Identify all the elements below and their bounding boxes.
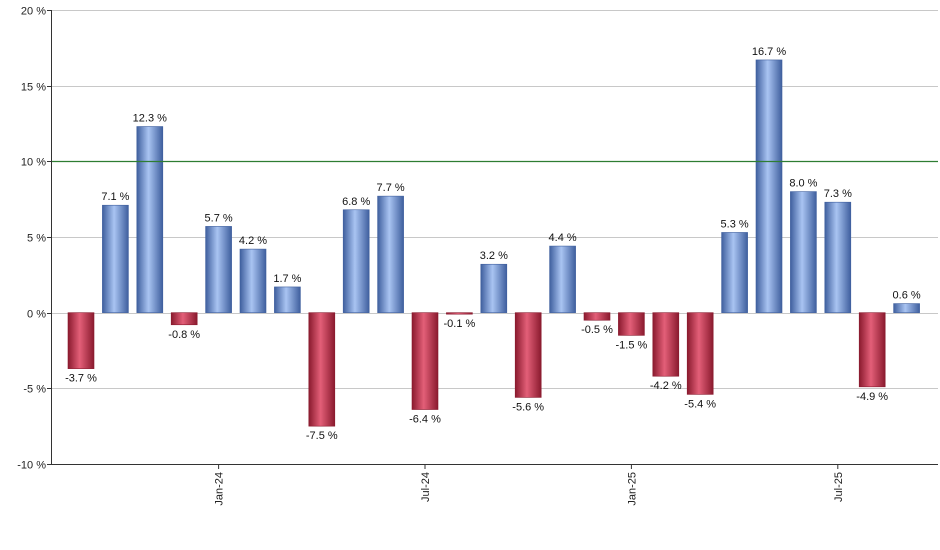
bar	[170, 312, 198, 326]
bar	[858, 312, 886, 388]
bar	[893, 303, 920, 313]
bar-data-label: -4.2 %	[650, 380, 682, 392]
y-tick-label: 0 %	[27, 309, 46, 321]
y-tick-label: -5 %	[23, 384, 46, 396]
bar-data-label: -0.1 %	[444, 318, 476, 330]
bar	[721, 232, 748, 313]
bar-data-label: -4.9 %	[856, 391, 888, 403]
bar-data-label: 4.2 %	[239, 235, 267, 247]
y-tick-label: 15 %	[21, 82, 46, 94]
bar	[514, 312, 542, 398]
bar-data-label: -7.5 %	[306, 430, 338, 442]
bar-data-labels: -3.7 % 7.1 % 12.3 % -0.8 % 5.7 % 4.2 % 1.7 % -7…	[65, 46, 921, 442]
y-axis-tick-labels: -10 % -5 % 0 % 5 % 10 % 15 % 20 %	[17, 6, 51, 472]
bar-data-label: 3.2 %	[480, 250, 508, 262]
bar-data-label: -5.6 %	[512, 401, 544, 413]
bar-data-label: 7.7 %	[377, 182, 405, 194]
bar	[67, 312, 95, 369]
bar-data-label: 12.3 %	[133, 113, 167, 125]
bar	[136, 126, 164, 313]
y-tick-label: 20 %	[21, 6, 46, 18]
bar-data-label: 6.8 %	[342, 196, 370, 208]
bar-data-label: 8.0 %	[789, 178, 817, 190]
x-tick-label: Jan-24	[214, 472, 226, 506]
axes	[51, 10, 938, 465]
x-tick-label: Jul-24	[420, 472, 432, 502]
bar-data-label: 7.3 %	[824, 188, 852, 200]
bar-data-label: 0.6 %	[893, 290, 921, 302]
x-axis-tick-labels: Jan-24 Jul-24 Jan-25 Jul-25	[214, 464, 845, 506]
bar	[411, 312, 439, 410]
bar	[102, 204, 129, 313]
bar-data-label: 5.3 %	[721, 218, 749, 230]
bar	[755, 59, 783, 313]
bar-data-label: -3.7 %	[65, 373, 97, 385]
bar	[583, 312, 611, 321]
bar	[790, 191, 817, 313]
bar-data-label: 5.7 %	[205, 212, 233, 224]
bar	[274, 286, 301, 313]
bar	[549, 245, 576, 313]
bar-data-label: -0.8 %	[168, 329, 200, 341]
x-tick-label: Jul-25	[833, 472, 845, 502]
bar-data-label: -6.4 %	[409, 414, 441, 426]
bar	[446, 312, 473, 315]
bar	[652, 312, 680, 377]
bar-data-label: 1.7 %	[273, 273, 301, 285]
bar	[205, 226, 232, 313]
bar	[618, 312, 645, 336]
bar	[824, 201, 852, 313]
bar	[239, 248, 267, 313]
bar	[480, 263, 508, 313]
y-tick-label: 10 %	[21, 157, 46, 169]
bar	[308, 312, 336, 427]
y-tick-label: -10 %	[17, 460, 46, 472]
bar-data-label: 16.7 %	[752, 46, 786, 58]
bar-data-label: 4.4 %	[549, 232, 577, 244]
x-tick-label: Jan-25	[626, 472, 638, 506]
bar	[342, 209, 370, 313]
y-tick-label: 5 %	[27, 233, 46, 245]
bar	[686, 312, 714, 395]
bar-data-label: -0.5 %	[581, 324, 613, 336]
bar-data-label: 7.1 %	[101, 191, 129, 203]
bar	[377, 195, 404, 313]
bar-data-label: -5.4 %	[684, 398, 716, 410]
bar-data-label: -1.5 %	[616, 339, 648, 351]
bars	[67, 59, 920, 427]
